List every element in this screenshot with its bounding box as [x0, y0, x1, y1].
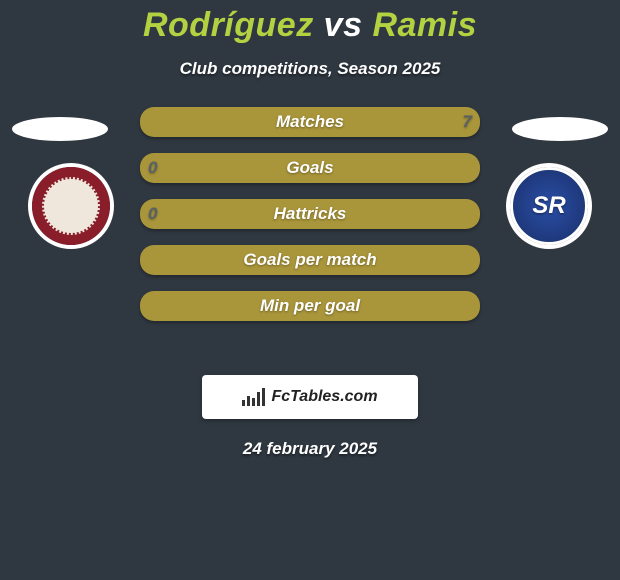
- team2-crest: SR: [506, 163, 592, 249]
- crest-inner: [32, 167, 110, 245]
- stat-row-goals-per-match: Goals per match: [140, 245, 480, 275]
- stat-row-goals: 0 Goals: [140, 153, 480, 183]
- stat-label: Hattricks: [140, 199, 480, 229]
- player2-photo-placeholder: [512, 117, 608, 141]
- stat-row-hattricks: 0 Hattricks: [140, 199, 480, 229]
- brand-badge: FcTables.com: [202, 375, 418, 419]
- stat-row-min-per-goal: Min per goal: [140, 291, 480, 321]
- crest-disc: [42, 177, 100, 235]
- stat-label: Min per goal: [140, 291, 480, 321]
- stat-row-matches: Matches 7: [140, 107, 480, 137]
- crest-inner: SR: [510, 167, 588, 245]
- bar-chart-icon: [242, 388, 265, 406]
- stat-label: Matches: [140, 107, 480, 137]
- stat-right-value: 7: [463, 107, 472, 137]
- team1-crest: [28, 163, 114, 249]
- player1-photo-placeholder: [12, 117, 108, 141]
- player2-name: Ramis: [372, 6, 477, 44]
- stat-bars: Matches 7 0 Goals 0 Hattricks Goals per …: [140, 107, 480, 337]
- comparison-title: Rodríguez vs Ramis: [0, 0, 620, 45]
- date-text: 24 february 2025: [0, 439, 620, 459]
- player1-name: Rodríguez: [143, 6, 314, 44]
- comparison-stage: SR Matches 7 0 Goals 0 Hattricks Goals p…: [0, 107, 620, 367]
- vs-text: vs: [324, 6, 363, 44]
- brand-text: FcTables.com: [271, 388, 377, 406]
- subtitle: Club competitions, Season 2025: [0, 59, 620, 79]
- crest-monogram: SR: [532, 192, 565, 220]
- stat-label: Goals: [140, 153, 480, 183]
- stat-label: Goals per match: [140, 245, 480, 275]
